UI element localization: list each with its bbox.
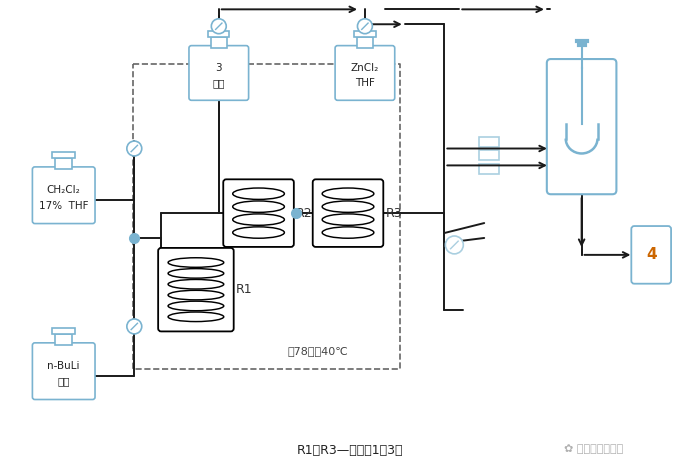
Bar bbox=[480, 164, 499, 174]
Ellipse shape bbox=[168, 269, 224, 278]
FancyBboxPatch shape bbox=[223, 179, 294, 247]
Ellipse shape bbox=[322, 214, 374, 225]
Ellipse shape bbox=[168, 279, 224, 289]
Text: 己烷: 己烷 bbox=[57, 376, 70, 387]
Ellipse shape bbox=[232, 188, 284, 199]
Polygon shape bbox=[208, 31, 230, 37]
Circle shape bbox=[127, 141, 141, 156]
Polygon shape bbox=[55, 158, 72, 170]
Text: CH₂Cl₂: CH₂Cl₂ bbox=[47, 185, 80, 195]
Polygon shape bbox=[52, 152, 75, 158]
Text: 4: 4 bbox=[646, 248, 657, 262]
FancyBboxPatch shape bbox=[547, 59, 617, 194]
FancyBboxPatch shape bbox=[189, 46, 248, 100]
Polygon shape bbox=[357, 37, 373, 48]
Bar bbox=[480, 136, 499, 147]
Ellipse shape bbox=[168, 312, 224, 322]
Polygon shape bbox=[211, 37, 227, 48]
Circle shape bbox=[211, 19, 226, 34]
Ellipse shape bbox=[168, 301, 224, 311]
Text: R2: R2 bbox=[296, 206, 312, 219]
Polygon shape bbox=[55, 334, 72, 345]
Text: 17%  THF: 17% THF bbox=[39, 200, 88, 211]
Ellipse shape bbox=[232, 201, 284, 212]
Text: R3: R3 bbox=[385, 206, 402, 219]
FancyBboxPatch shape bbox=[32, 167, 95, 224]
Text: R1: R1 bbox=[236, 283, 252, 296]
Ellipse shape bbox=[232, 214, 284, 225]
Text: ✿ 制药工艺与装备: ✿ 制药工艺与装备 bbox=[564, 444, 623, 454]
Text: 3: 3 bbox=[216, 63, 222, 73]
Bar bbox=[480, 150, 499, 161]
Polygon shape bbox=[52, 328, 75, 334]
Ellipse shape bbox=[168, 290, 224, 300]
Circle shape bbox=[127, 319, 141, 334]
Ellipse shape bbox=[322, 201, 374, 212]
Ellipse shape bbox=[322, 227, 374, 238]
Circle shape bbox=[358, 19, 372, 34]
Text: 庚烷: 庚烷 bbox=[213, 78, 225, 88]
FancyBboxPatch shape bbox=[335, 46, 395, 100]
Ellipse shape bbox=[232, 227, 284, 238]
Text: THF: THF bbox=[355, 78, 374, 88]
Text: R1～R3—反应刨1～3。: R1～R3—反应刨1～3。 bbox=[297, 444, 403, 457]
Ellipse shape bbox=[168, 258, 224, 267]
FancyBboxPatch shape bbox=[32, 343, 95, 399]
Polygon shape bbox=[354, 31, 376, 37]
FancyBboxPatch shape bbox=[631, 226, 671, 283]
FancyBboxPatch shape bbox=[313, 179, 384, 247]
Ellipse shape bbox=[322, 188, 374, 199]
Text: n-BuLi: n-BuLi bbox=[48, 361, 80, 371]
Circle shape bbox=[445, 236, 463, 254]
FancyBboxPatch shape bbox=[158, 248, 234, 332]
Text: －78～－40℃: －78～－40℃ bbox=[288, 347, 349, 356]
Text: ZnCl₂: ZnCl₂ bbox=[351, 63, 379, 73]
